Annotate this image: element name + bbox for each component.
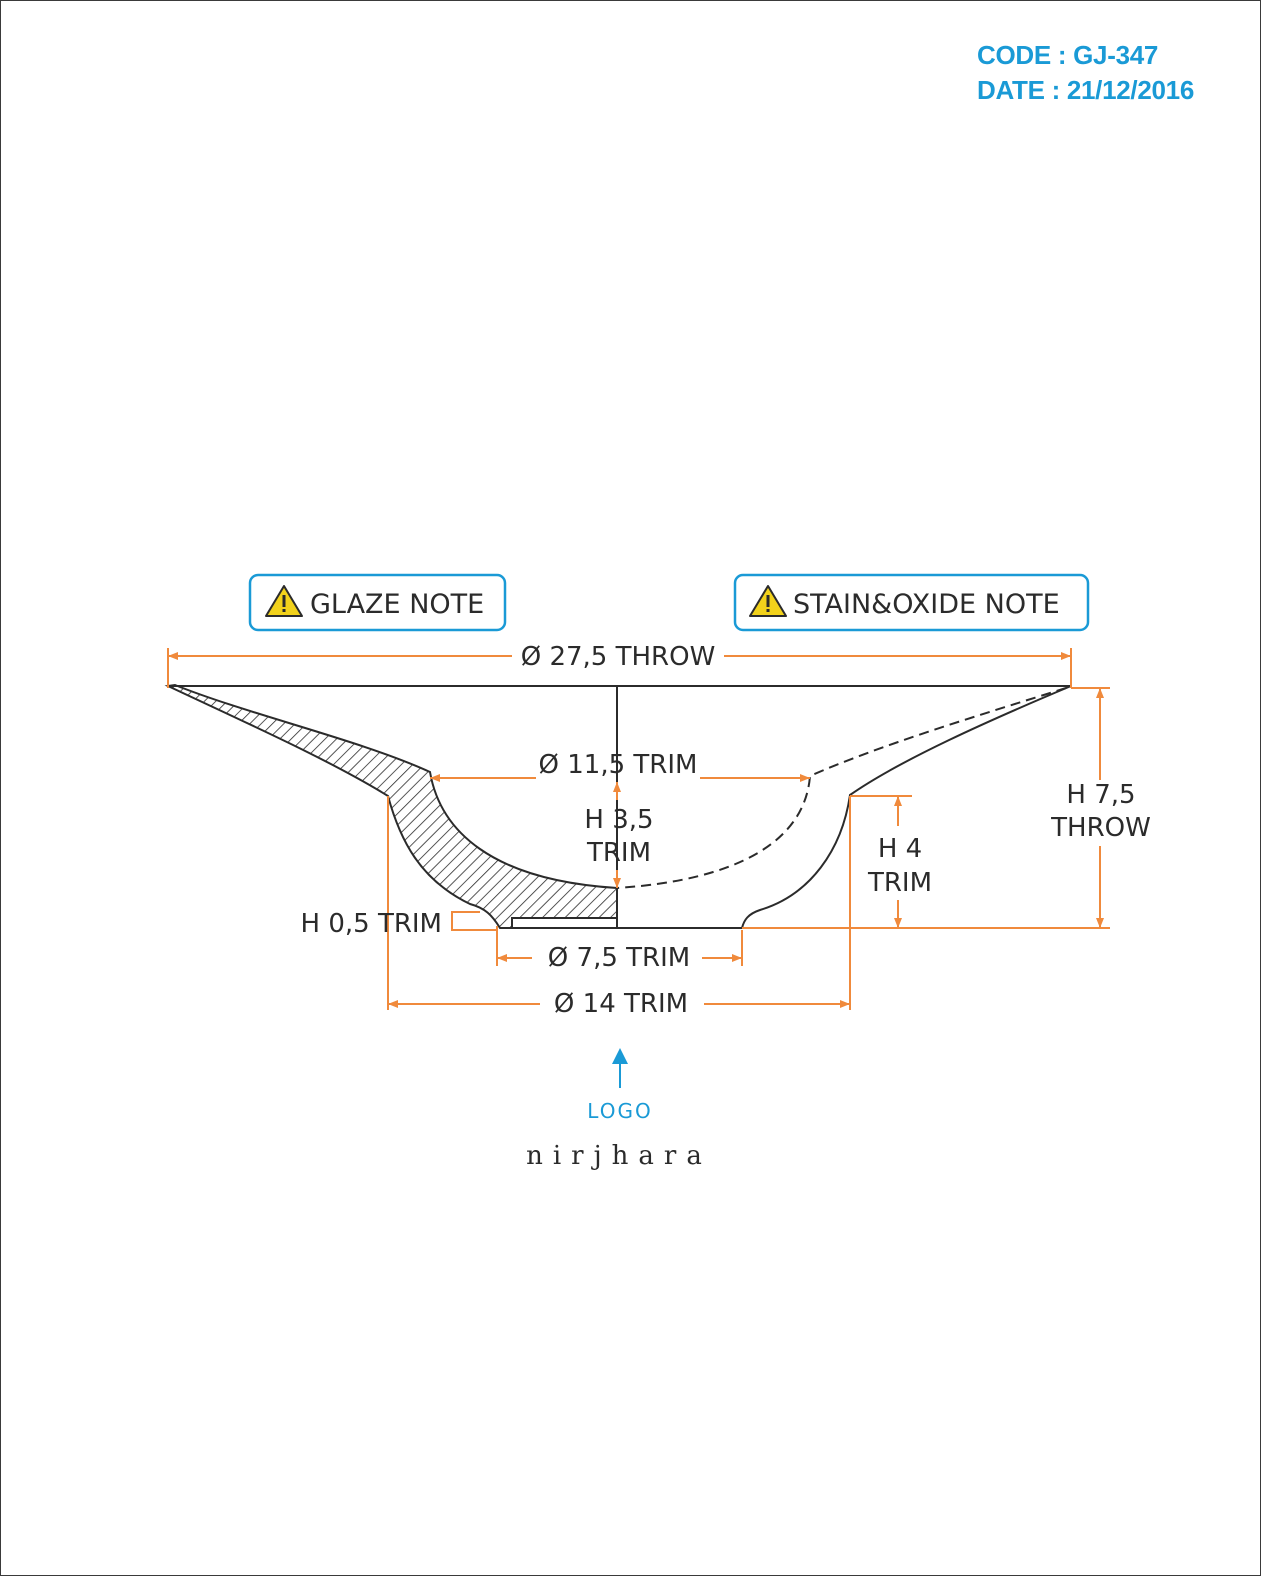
logo-pointer — [612, 1048, 628, 1088]
h-throw-label-1: H 7,5 — [1066, 780, 1135, 810]
glaze-note-box[interactable]: GLAZE NOTE — [248, 573, 507, 632]
bowl-outer-right — [741, 685, 1072, 929]
h-throw-label-2: THROW — [1050, 813, 1151, 843]
trim-diameter-top-label: Ø 11,5 TRIM — [539, 750, 698, 780]
base-diameter-label: Ø 14 TRIM — [554, 989, 688, 1019]
title-block: CODE : GJ-347 DATE : 21/12/2016 — [977, 38, 1194, 108]
h-outer-trim-label-1: H 4 — [878, 834, 922, 864]
drawing-date: DATE : 21/12/2016 — [977, 75, 1194, 105]
nirjhara-logo: nirjhara — [526, 1141, 712, 1171]
bowl-section-hatched — [164, 683, 618, 929]
dimension-lines — [167, 648, 1110, 1010]
bowl-profile — [164, 683, 1072, 929]
warning-triangle-icon — [749, 585, 787, 617]
glaze-note-label: GLAZE NOTE — [310, 589, 484, 620]
stain-oxide-note-label: STAIN&OXIDE NOTE — [793, 589, 1060, 620]
brand-wordmark: nirjhara — [526, 1141, 712, 1171]
bowl-inner-dashed — [616, 687, 1067, 889]
foot-diameter-label: Ø 7,5 TRIM — [548, 943, 690, 973]
h-inner-trim-label-1: H 3,5 — [584, 805, 653, 835]
stain-oxide-note-box[interactable]: STAIN&OXIDE NOTE — [733, 573, 1090, 632]
h-foot-label: H 0,5 TRIM — [301, 909, 442, 939]
warning-triangle-icon — [265, 585, 303, 617]
product-code: CODE : GJ-347 — [977, 40, 1159, 70]
h-outer-trim-label-2: TRIM — [867, 868, 932, 898]
h-inner-trim-label-2: TRIM — [586, 838, 651, 868]
logo-label: LOGO — [587, 1099, 652, 1123]
throw-diameter-label: Ø 27,5 THROW — [521, 642, 716, 672]
